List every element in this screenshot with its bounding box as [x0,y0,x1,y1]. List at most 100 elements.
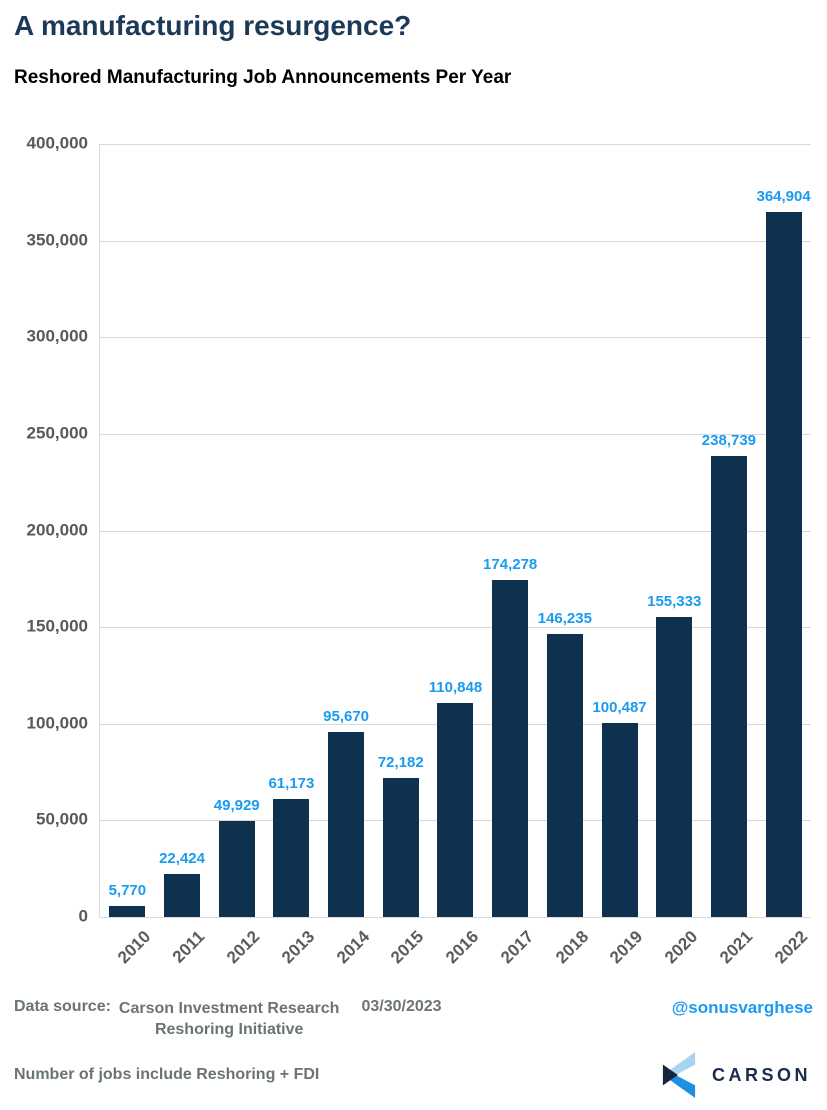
x-slot-2020: 2020 [647,917,702,985]
twitter-handle: @sonusvarghese [671,998,813,1017]
bar-value-label-2022: 364,904 [756,187,811,205]
chart-date: 03/30/2023 [361,998,442,1015]
bar-value-label-2011: 22,424 [159,849,205,867]
y-tick-label: 200,000 [26,520,88,540]
x-slot-2011: 2011 [154,917,209,985]
x-tick-label-2015: 2015 [387,927,428,968]
bar-value-label-2017: 174,278 [483,556,538,574]
bar-value-label-2013: 61,173 [268,774,315,792]
bar-slot-2019: 100,487 [592,144,647,917]
x-tick-label-2017: 2017 [497,927,538,968]
y-tick-label: 350,000 [26,230,88,250]
gridline [100,917,811,918]
x-tick-label-2012: 2012 [223,927,264,968]
bar-2011 [164,873,201,917]
x-tick-label-2011: 2011 [169,927,209,967]
footer-note: Number of jobs include Reshoring + FDI [14,1066,320,1083]
y-axis: 400,000 350,000 300,000 250,000 200,000 150,0… [0,134,88,926]
x-tick-label-2022: 2022 [770,927,812,968]
x-axis: 2010 2011 2012 2013 2014 2015 2016 2017 2018 2019… [99,917,811,985]
bar-slot-2010: 5,770 [100,144,155,917]
bar-2016 [437,702,474,917]
footer-row-source: Data source: Carson Investment Research … [14,998,813,1040]
gridline [100,433,811,435]
gridline [100,627,811,629]
bar-value-label-2012: 49,929 [213,796,260,814]
gridline [100,337,811,339]
bar-value-label-2015: 72,182 [377,753,424,771]
x-slot-2014: 2014 [318,917,373,985]
x-slot-2013: 2013 [263,917,318,985]
bar-2010 [109,905,146,917]
bar-2019 [601,722,638,917]
data-source-line2: Reshoring Initiative [154,1021,304,1038]
x-slot-2018: 2018 [537,917,592,985]
x-tick-label-2016: 2016 [442,927,483,968]
x-tick-label-2021: 2021 [716,927,757,968]
y-tick-label: 0 [78,906,88,926]
bar-2018 [546,634,583,917]
x-slot-2019: 2019 [592,917,647,985]
x-tick-label-2020: 2020 [661,927,702,968]
y-tick-label: 150,000 [26,616,88,636]
page-title: A manufacturing resurgence? [14,10,412,41]
plot-area: 5,770 22,424 49,929 61,173 95,670 72,182 110,8… [99,144,811,918]
x-slot-2022: 2022 [756,917,811,985]
bar-2015 [382,777,419,917]
bar-value-label-2018: 146,235 [537,610,592,628]
x-slot-2016: 2016 [428,917,483,985]
chart-subtitle: Reshored Manufacturing Job Announcements… [14,67,512,88]
bar-slot-2011: 22,424 [155,144,210,917]
bar-2020 [656,616,693,917]
bar-value-label-2021: 238,739 [701,431,757,449]
bar-2013 [273,798,310,917]
bar-value-label-2020: 155,333 [647,592,702,610]
bar-value-label-2010: 5,770 [108,881,147,899]
carson-logo-mark-icon [662,1052,696,1098]
x-slot-2012: 2012 [209,917,264,985]
x-slot-2010: 2010 [99,917,154,985]
bar-2014 [328,732,365,917]
y-tick-label: 50,000 [36,809,88,829]
bar-2012 [218,820,255,917]
bar-value-label-2016: 110,848 [428,678,483,696]
data-source-block: Carson Investment Research Reshoring Ini… [119,998,340,1040]
bar-2021 [710,455,747,917]
bar-2022 [765,211,802,917]
footer: Data source: Carson Investment Research … [14,998,813,1098]
x-tick-label-2013: 2013 [277,927,319,968]
x-slot-2017: 2017 [482,917,537,985]
gridline [100,144,811,145]
bar-slot-2015: 72,182 [373,144,428,917]
x-tick-label-2010: 2010 [113,927,154,968]
x-tick-label-2018: 2018 [551,927,592,968]
y-tick-label: 300,000 [26,326,88,346]
y-tick-label: 100,000 [26,713,88,733]
bar-slot-2014: 95,670 [319,144,374,917]
bar-slot-2020: 155,333 [647,144,702,917]
bar-chart: 400,000 350,000 300,000 250,000 200,000 150,0… [0,134,811,926]
bar-2017 [492,580,529,917]
data-source-label: Data source: [14,998,111,1015]
y-tick-label: 250,000 [26,423,88,443]
x-slot-2021: 2021 [701,917,756,985]
bar-slot-2012: 49,929 [209,144,264,917]
gridline [100,530,811,532]
carson-wordmark: CARSON [711,1064,811,1085]
page: A manufacturing resurgence? Reshored Man… [0,10,827,1110]
bar-slot-2017: 174,278 [483,144,538,917]
bar-slot-2022: 364,904 [756,144,811,917]
bar-value-label-2019: 100,487 [592,698,647,716]
bar-slot-2016: 110,848 [428,144,483,917]
x-tick-label-2014: 2014 [332,927,373,968]
bar-value-label-2014: 95,670 [323,708,370,726]
gridline [100,240,811,242]
bars: 5,770 22,424 49,929 61,173 95,670 72,182 110,8… [100,144,811,917]
carson-logo: CARSON [659,1052,811,1098]
bar-slot-2018: 146,235 [538,144,593,917]
footer-row-note: Number of jobs include Reshoring + FDI C… [14,1052,813,1098]
data-source-line1: Carson Investment Research [118,1000,340,1017]
x-slot-2015: 2015 [373,917,428,985]
bar-slot-2013: 61,173 [264,144,319,917]
bar-slot-2021: 238,739 [702,144,757,917]
